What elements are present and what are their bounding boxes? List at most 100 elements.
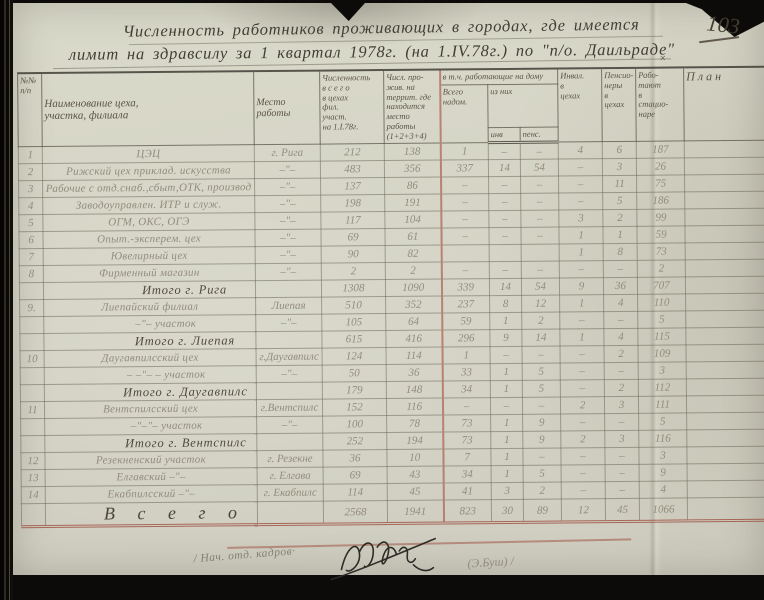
cell-c9: –	[560, 362, 605, 381]
cell-c10: –	[603, 311, 638, 329]
cell-c9: 2	[560, 430, 605, 449]
document-content: 103 Численность работников проживающих в…	[11, 0, 764, 581]
cell-place: г.Даугавпилс	[256, 348, 323, 367]
cell-c11: 707	[637, 277, 686, 295]
cell-c7: 1	[490, 380, 523, 398]
header-pens: пенс.	[520, 126, 559, 143]
cell-c4: 483	[320, 160, 385, 179]
cell-c4: 114	[323, 483, 388, 502]
cell-num: 5	[18, 214, 43, 233]
cell-c10: –	[604, 362, 639, 380]
cell-c7: 1	[490, 414, 523, 432]
cell-c6	[441, 244, 490, 263]
cell-c5: 82	[385, 245, 442, 263]
cell-c8: 2	[521, 312, 560, 330]
cell-c9: –	[559, 260, 604, 279]
header-of-them: из них	[487, 83, 559, 128]
cell-c5: 61	[384, 228, 442, 246]
cell-num	[19, 333, 45, 352]
header-name: Наименование цеха, участка, филиала	[41, 71, 255, 147]
cell-c12	[686, 361, 764, 380]
cell-c8: –	[520, 227, 560, 245]
cell-c9: –	[560, 379, 605, 398]
cell-c9: 9	[559, 277, 604, 296]
cell-num	[19, 316, 44, 335]
cell-place: –"–	[256, 416, 323, 435]
cell-c12	[684, 191, 764, 210]
cell-c7: 30	[491, 499, 524, 523]
cell-c7: –	[488, 142, 521, 160]
cell-c12	[686, 378, 764, 397]
cell-c8: 54	[520, 159, 559, 177]
cell-c12	[686, 429, 764, 448]
cell-num	[20, 367, 45, 386]
cell-c12	[687, 463, 764, 482]
cell-name: Резекненский участок	[44, 451, 258, 470]
cell-c7: –	[488, 227, 522, 245]
cell-c9: 1	[559, 243, 604, 262]
cell-c9: 1	[559, 328, 605, 347]
cell-c12	[685, 293, 764, 312]
cell-c6: 337	[440, 159, 489, 178]
cell-c8: –	[521, 261, 560, 279]
cell-c10: 3	[604, 430, 639, 448]
cell-c4: 69	[320, 228, 386, 247]
cell-c12	[685, 327, 764, 346]
cell-c12	[684, 208, 764, 227]
cell-c11: 112	[638, 379, 687, 397]
cell-c4: 252	[322, 432, 387, 451]
cell-num	[20, 384, 45, 403]
cell-c11: 115	[637, 328, 687, 346]
cell-c8: 5	[522, 363, 561, 381]
cell-c5: 356	[384, 160, 441, 178]
cell-c4: 510	[321, 296, 386, 315]
cell-c11: 3	[638, 362, 687, 380]
cell-c6: –	[440, 227, 490, 246]
cell-c10: 8	[603, 243, 638, 261]
cell-c6: 339	[441, 278, 490, 297]
cell-num: 14	[21, 486, 46, 505]
cell-place	[257, 501, 324, 526]
cell-c8: –	[520, 142, 559, 160]
cell-c9: –	[560, 447, 606, 466]
cell-c7: –	[488, 210, 521, 228]
cell-num: 7	[19, 248, 44, 267]
cell-c9: –	[559, 311, 604, 330]
cell-place	[255, 280, 322, 299]
book-spine-edge	[0, 0, 13, 600]
cell-c12	[685, 242, 764, 261]
cell-place: г. Екабпилс	[257, 484, 324, 503]
cell-c7: –	[488, 176, 521, 194]
cell-c5: 1941	[387, 500, 444, 524]
cell-c11: 73	[637, 243, 686, 261]
cell-c9: –	[560, 345, 605, 364]
cell-num: 13	[21, 469, 46, 488]
cell-c4: 212	[320, 143, 385, 162]
cell-num	[20, 435, 45, 454]
cell-c5: 191	[384, 194, 441, 212]
cell-c7: 9	[489, 329, 523, 347]
cell-name: Екабпилсский –"–	[45, 485, 258, 504]
header-plan: П л а н	[683, 66, 764, 142]
cell-c5: 43	[387, 466, 444, 484]
cell-c6: 7	[442, 448, 492, 467]
header-homework-group: в т.ч. работающие на дому	[439, 68, 558, 85]
cell-num	[21, 503, 46, 528]
cell-c7: 14	[488, 159, 521, 177]
cell-c12	[685, 276, 764, 295]
cell-c6: –	[441, 261, 490, 280]
cell-c11: 116	[638, 430, 687, 448]
cell-c11: 5	[638, 413, 687, 431]
cell-num: 3	[18, 180, 43, 199]
cell-c11: 2	[637, 260, 686, 278]
cell-c4: 105	[321, 313, 386, 332]
header-place: Место работы	[253, 70, 321, 146]
header-num: №№ п/п	[17, 73, 43, 148]
cell-place: –"–	[255, 246, 322, 265]
cell-c7: 1	[489, 312, 522, 330]
cell-name: Фирменный магазин	[43, 264, 256, 283]
cell-c5: 78	[386, 415, 443, 433]
cell-c7: 1	[490, 448, 524, 466]
cell-c6: 1	[440, 142, 489, 161]
